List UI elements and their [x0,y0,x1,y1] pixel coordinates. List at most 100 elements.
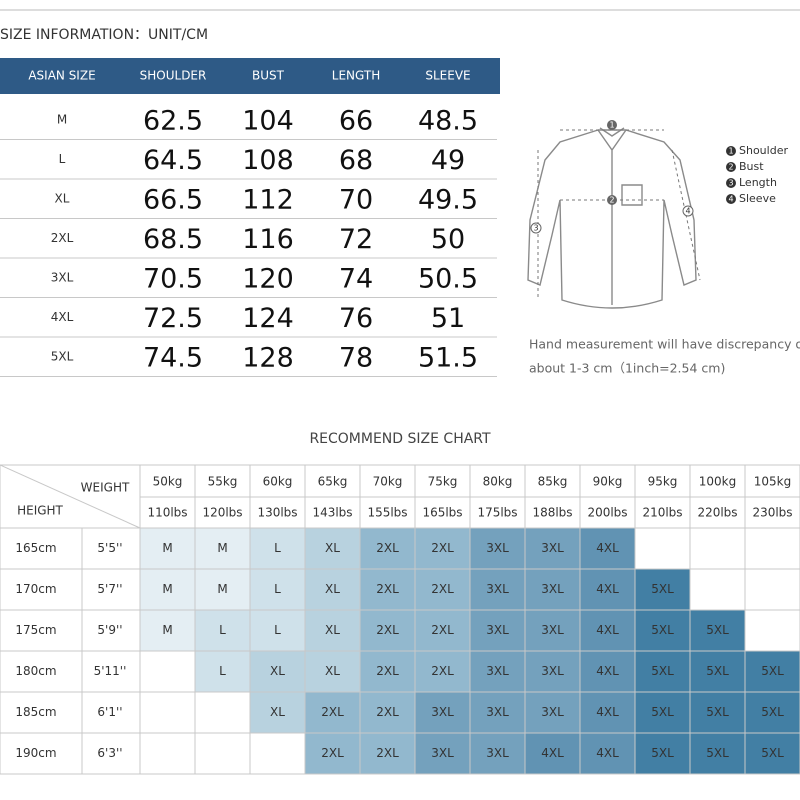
size-cell-label: 5XL [761,705,784,719]
size-cell [305,692,360,733]
weight-lbs: 220lbs [697,506,737,520]
legend-marker [726,162,736,172]
weight-kg: 85kg [538,475,568,489]
size-cell [580,651,635,692]
table-header-bar [0,58,500,94]
size-cell-label: 5XL [651,664,674,678]
size-cell [470,651,525,692]
height-ft: 5'5'' [97,541,122,555]
size-cell-label: M [217,541,227,555]
size-cell [635,692,690,733]
size-cell-label: 5XL [706,623,729,637]
measurement: 51.5 [418,343,478,374]
size-cell-label: XL [325,541,340,555]
size-cell [745,733,800,774]
size-cell-label: L [219,664,226,678]
legend-number: 4 [728,195,733,204]
measurement: 72.5 [143,303,203,334]
size-cell [745,692,800,733]
measurement: 104 [242,106,294,137]
weight-lbs: 175lbs [477,506,517,520]
column-header: BUST [252,69,285,83]
size-cell [360,569,415,610]
weight-lbs: 120lbs [202,506,242,520]
weight-kg: 95kg [648,475,678,489]
weight-kg: 100kg [699,475,736,489]
size-cell [140,528,195,569]
height-cm: 180cm [15,664,56,678]
measurement: 49.5 [418,185,478,216]
size-cell-label: 3XL [541,664,564,678]
size-cell [360,610,415,651]
size-cell-label: M [162,623,172,637]
weight-lbs: 188lbs [532,506,572,520]
weight-kg: 55kg [208,475,238,489]
size-cell [305,569,360,610]
size-cell [690,692,745,733]
height-ft: 6'3'' [97,746,122,760]
size-cell [195,651,250,692]
size-cell-label: 4XL [596,705,619,719]
size-cell [525,692,580,733]
size-cell-label: XL [325,623,340,637]
weight-lbs: 200lbs [587,506,627,520]
size-cell-label: 2XL [431,623,454,637]
size-cell [470,733,525,774]
size-cell [360,651,415,692]
size-cell-label: 2XL [376,541,399,555]
weight-lbs: 110lbs [147,506,187,520]
size-label: M [57,113,67,127]
size-cell [360,692,415,733]
height-cm: 170cm [15,582,56,596]
size-label: 2XL [51,231,74,245]
size-cell-label: M [162,582,172,596]
size-cell-label: XL [325,664,340,678]
weight-lbs: 143lbs [312,506,352,520]
size-cell-label: 5XL [706,746,729,760]
size-cell-label: 4XL [596,664,619,678]
measurement: 108 [242,145,294,176]
measurement: 66.5 [143,185,203,216]
height-cm: 190cm [15,746,56,760]
size-cell-label: 5XL [651,746,674,760]
measurement: 49 [431,145,465,176]
size-cell-label: 3XL [541,582,564,596]
height-cm: 175cm [15,623,56,637]
size-cell-label: 2XL [321,705,344,719]
size-cell [470,692,525,733]
size-cell-label: 2XL [376,623,399,637]
size-cell-label: XL [270,705,285,719]
height-cm: 165cm [15,541,56,555]
weight-kg: 70kg [373,475,403,489]
measurement: 70 [339,185,373,216]
size-cell [415,692,470,733]
size-cell-label: M [162,541,172,555]
weight-lbs: 130lbs [257,506,297,520]
height-ft: 6'1'' [97,705,122,719]
weight-kg: 105kg [754,475,791,489]
size-cell [470,569,525,610]
size-cell-label: 5XL [761,746,784,760]
size-cell-label: 5XL [761,664,784,678]
size-label: 3XL [51,271,74,285]
size-cell [415,610,470,651]
size-cell [140,569,195,610]
size-cell [635,733,690,774]
size-cell-label: 2XL [431,541,454,555]
size-cell [635,651,690,692]
section-title: SIZE INFORMATION：UNIT/CM [0,27,208,43]
size-cell [195,528,250,569]
size-label: L [59,152,66,166]
size-cell [250,569,305,610]
height-ft: 5'7'' [97,582,122,596]
size-cell-label: L [274,623,281,637]
size-cell [580,692,635,733]
size-cell [305,651,360,692]
size-cell-label: 5XL [651,705,674,719]
column-header: ASIAN SIZE [28,69,95,83]
size-cell-label: L [219,623,226,637]
measurement: 50.5 [418,264,478,295]
size-cell [580,610,635,651]
size-cell-label: 2XL [376,582,399,596]
